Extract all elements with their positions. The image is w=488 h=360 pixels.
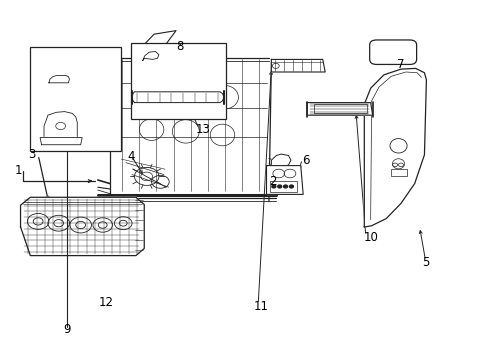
Circle shape <box>271 185 275 188</box>
Text: 13: 13 <box>195 123 210 136</box>
Polygon shape <box>266 166 303 194</box>
Text: 6: 6 <box>301 154 309 167</box>
Bar <box>269 181 296 192</box>
Polygon shape <box>142 51 159 60</box>
Polygon shape <box>40 138 82 145</box>
Polygon shape <box>44 112 77 138</box>
FancyBboxPatch shape <box>369 40 416 64</box>
Polygon shape <box>137 31 176 52</box>
Polygon shape <box>271 154 293 188</box>
Text: 11: 11 <box>254 300 268 313</box>
Polygon shape <box>132 92 224 103</box>
Bar <box>390 169 406 176</box>
Polygon shape <box>49 76 69 83</box>
Text: 9: 9 <box>63 323 71 336</box>
Polygon shape <box>364 68 426 227</box>
Text: 3: 3 <box>28 148 36 161</box>
Circle shape <box>289 185 293 188</box>
Text: 7: 7 <box>396 58 404 71</box>
Bar <box>131 43 226 119</box>
Text: 2: 2 <box>268 175 276 188</box>
Text: 12: 12 <box>99 296 114 309</box>
Polygon shape <box>20 197 144 256</box>
Circle shape <box>283 185 287 188</box>
Text: 5: 5 <box>421 256 428 269</box>
Text: 8: 8 <box>176 40 183 53</box>
Bar <box>313 104 366 113</box>
Bar <box>30 47 121 151</box>
Text: 10: 10 <box>363 231 377 244</box>
Circle shape <box>277 185 281 188</box>
Polygon shape <box>271 59 325 72</box>
Polygon shape <box>306 103 372 115</box>
Text: 4: 4 <box>127 150 135 163</box>
Text: 1: 1 <box>15 165 22 177</box>
